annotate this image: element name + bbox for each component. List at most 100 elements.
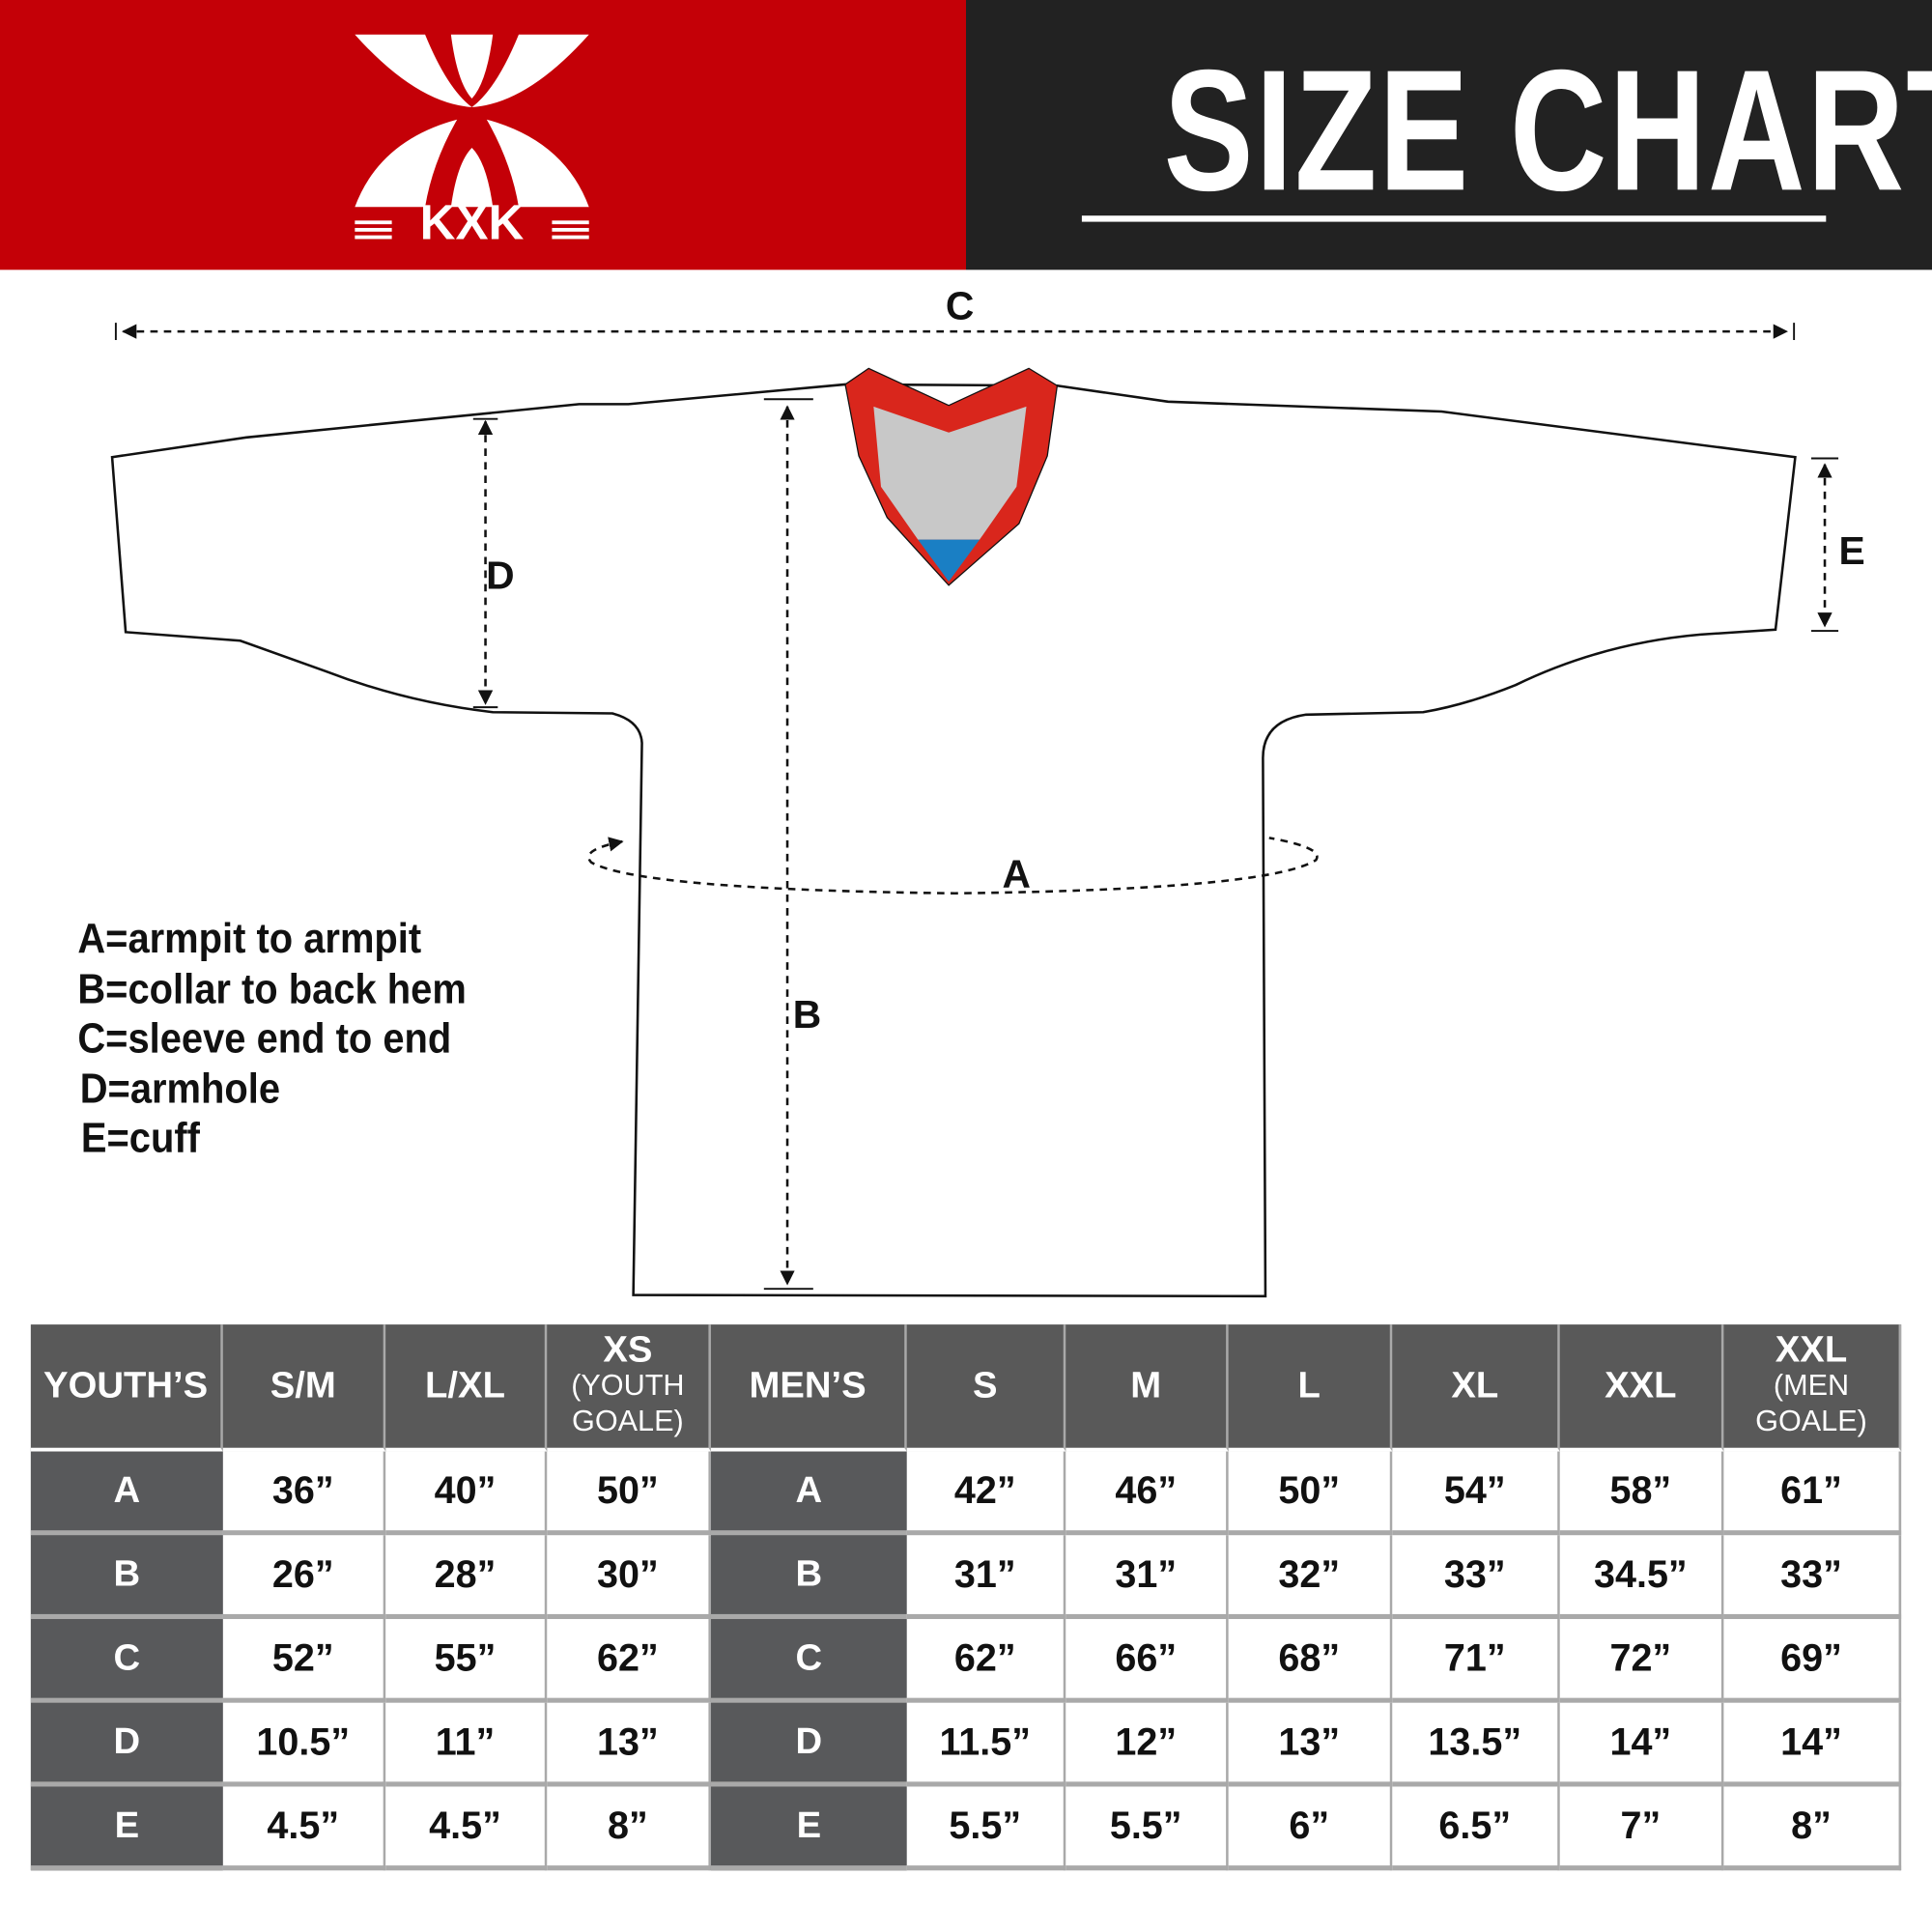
size-header: L (1228, 1324, 1393, 1452)
size-header-main: XS (603, 1329, 653, 1371)
size-header-main: M (1130, 1365, 1162, 1406)
size-header: L/XL (385, 1324, 548, 1452)
table-cell: 33” (1723, 1535, 1902, 1620)
table-cell: 26” (222, 1535, 386, 1620)
size-header-main: L (1297, 1365, 1321, 1406)
table-cell: 4.5” (222, 1786, 386, 1871)
table-cell: 30” (547, 1535, 711, 1620)
table-cell: 11.5” (906, 1702, 1066, 1787)
size-header: XXL (MEN GOALE) (1723, 1324, 1902, 1452)
title-underline (1081, 215, 1827, 222)
size-header-main: XXL (1775, 1329, 1848, 1371)
table-cell: 7” (1559, 1786, 1724, 1871)
row-label-youth: B (30, 1535, 223, 1620)
page-title: SIZE CHART (1163, 33, 1932, 227)
table-cell: 6” (1228, 1786, 1393, 1871)
dimension-a-line (587, 837, 1319, 895)
table-cell: 62” (547, 1619, 711, 1703)
size-header: M (1065, 1324, 1229, 1452)
legend-item: E=cuff (80, 1115, 200, 1162)
jersey-outline (110, 383, 1797, 1298)
row-label-men: E (710, 1786, 907, 1871)
size-header: S (906, 1324, 1066, 1452)
row-label-youth: C (30, 1619, 223, 1703)
table-cell: 46” (1065, 1451, 1229, 1536)
table-cell: 14” (1723, 1702, 1902, 1787)
table-cell: 13.5” (1392, 1702, 1560, 1787)
size-header-note: (YOUTH GOALE) (571, 1369, 685, 1438)
collar-tip (918, 539, 980, 582)
label-d: D (486, 554, 514, 598)
label-e: E (1838, 528, 1864, 573)
table-cell: 50” (547, 1451, 711, 1536)
label-c: C (946, 283, 974, 327)
kxk-logo: KXK (355, 34, 589, 242)
row-label-youth: E (30, 1786, 223, 1871)
size-header: XL (1392, 1324, 1560, 1452)
table-cell: 58” (1559, 1451, 1724, 1536)
jersey-diagram: C D B E A (110, 283, 1865, 1298)
table-cell: 61” (1723, 1451, 1902, 1536)
row-label-youth: A (30, 1451, 223, 1536)
label-b: B (793, 992, 821, 1037)
table-cell: 6.5” (1392, 1786, 1560, 1871)
table-cell: 68” (1228, 1619, 1393, 1703)
table-cell: 13” (547, 1702, 711, 1787)
table-cell: 69” (1723, 1619, 1902, 1703)
size-header-note: (MEN GOALE) (1755, 1369, 1867, 1438)
table-cell: 54” (1392, 1451, 1560, 1536)
table-cell: 34.5” (1559, 1535, 1724, 1620)
legend-item: A=armpit to armpit (77, 915, 422, 963)
size-header-main: S/M (270, 1365, 336, 1406)
table-cell: 28” (385, 1535, 548, 1620)
size-header-main: XXL (1605, 1365, 1677, 1406)
table-cell: 5.5” (906, 1786, 1066, 1871)
measurement-legend: A=armpit to armpit B=collar to back hem … (77, 914, 466, 1163)
table-cell: 71” (1392, 1619, 1560, 1703)
table-cell: 14” (1559, 1702, 1724, 1787)
row-label-youth: D (30, 1702, 223, 1787)
size-header-main: S (972, 1365, 998, 1406)
table-cell: 40” (385, 1451, 548, 1536)
table-cell: 11” (385, 1702, 548, 1787)
table-cell: 32” (1228, 1535, 1393, 1620)
table-cell: 66” (1065, 1619, 1229, 1703)
table-cell: 42” (906, 1451, 1066, 1536)
table-cell: 50” (1228, 1451, 1393, 1536)
youth-header: YOUTH’S (30, 1324, 223, 1452)
size-header: XS (YOUTH GOALE) (547, 1324, 711, 1452)
table-cell: 13” (1228, 1702, 1393, 1787)
label-a: A (1003, 851, 1031, 895)
men-header: MEN’S (710, 1324, 907, 1452)
table-cell: 8” (547, 1786, 711, 1871)
table-cell: 62” (906, 1619, 1066, 1703)
table-cell: 4.5” (385, 1786, 548, 1871)
table-cell: 5.5” (1065, 1786, 1229, 1871)
title-banner (965, 0, 1932, 270)
logo-text: KXK (420, 194, 525, 242)
row-label-men: C (710, 1619, 907, 1703)
row-label-men: D (710, 1702, 907, 1787)
row-label-men: A (710, 1451, 907, 1536)
size-header-main: L/XL (425, 1365, 505, 1406)
size-header-main: XL (1451, 1365, 1499, 1406)
legend-item: C=sleeve end to end (77, 1015, 452, 1063)
size-header: XXL (1559, 1324, 1724, 1452)
table-cell: 10.5” (222, 1702, 386, 1787)
table-cell: 8” (1723, 1786, 1902, 1871)
table-cell: 33” (1392, 1535, 1560, 1620)
table-cell: 36” (222, 1451, 386, 1536)
table-cell: 31” (1065, 1535, 1229, 1620)
legend-item: B=collar to back hem (77, 965, 467, 1012)
table-cell: 72” (1559, 1619, 1724, 1703)
collar-inner (873, 406, 1027, 540)
table-cell: 12” (1065, 1702, 1229, 1787)
size-header: S/M (222, 1324, 386, 1452)
table-cell: 55” (385, 1619, 548, 1703)
table-cell: 31” (906, 1535, 1066, 1620)
size-table: YOUTH’S S/M L/XL XS (YOUTH GOALE) MEN’S S M L XL X… (30, 1324, 1902, 1871)
legend-item: D=armhole (79, 1065, 281, 1113)
row-label-men: B (710, 1535, 907, 1620)
table-cell: 52” (222, 1619, 386, 1703)
